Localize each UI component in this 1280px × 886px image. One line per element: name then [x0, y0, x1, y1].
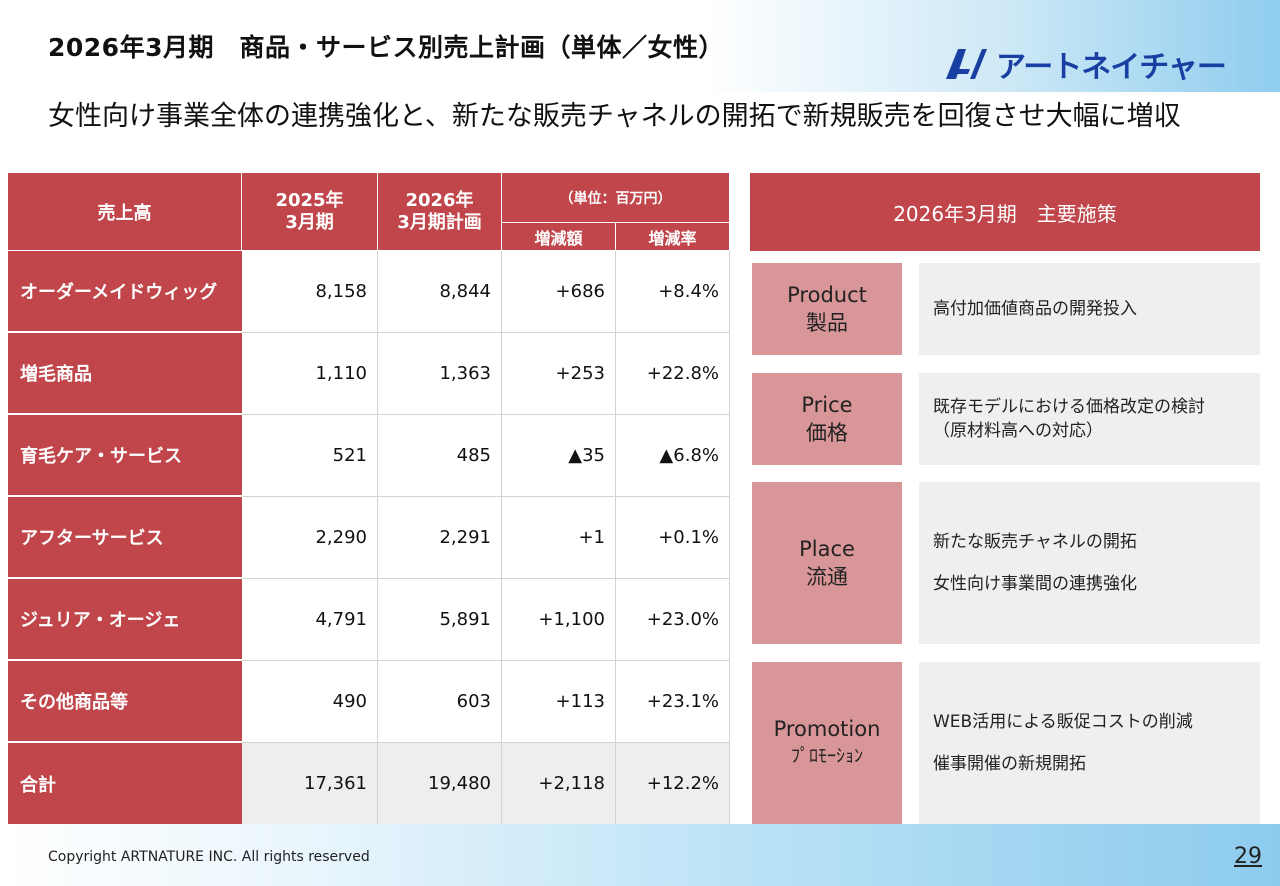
measure-line: 高付加価値商品の開発投入	[933, 299, 1137, 319]
measure-ja: 製品	[806, 311, 848, 335]
measure-ja: 価格	[806, 421, 848, 445]
cell-fy2025: 2,290	[242, 497, 378, 579]
page-title: 2026年3月期 商品・サービス別売上計画（単体／女性）	[48, 33, 724, 62]
cell-fy2026: 5,891	[378, 579, 502, 661]
measure-line: 既存モデルにおける価格改定の検討	[933, 397, 1205, 417]
header-change: 増減額	[502, 223, 616, 251]
header-rate: 増減率	[616, 223, 730, 251]
copyright-text: Copyright ARTNATURE INC. All rights rese…	[48, 849, 370, 865]
logo-wordmark: アートネイチャー	[996, 50, 1227, 85]
measure-en: Product	[787, 283, 867, 307]
measure-line: 女性向け事業間の連携強化	[933, 574, 1137, 594]
row-label: ジュリア・オージェ	[8, 579, 242, 661]
total-fy2026: 19,480	[378, 743, 502, 825]
cell-rate: +22.8%	[616, 333, 730, 415]
cell-rate: +23.1%	[616, 661, 730, 743]
cell-rate: +8.4%	[616, 251, 730, 333]
footer-band	[0, 824, 1280, 886]
measure-line: 催事開催の新規開拓	[933, 754, 1086, 774]
measure-place-label: Place 流通	[752, 482, 902, 644]
measure-promotion-label: Promotion ﾌﾟﾛﾓｰｼｮﾝ	[752, 662, 902, 824]
measure-product-label: Product 製品	[752, 263, 902, 355]
cell-fy2026: 8,844	[378, 251, 502, 333]
cell-fy2026: 2,291	[378, 497, 502, 579]
cell-change: +1,100	[502, 579, 616, 661]
measure-line: WEB活用による販促コストの削減	[933, 712, 1193, 732]
measure-product-desc: 高付加価値商品の開発投入	[919, 263, 1260, 355]
measures-title: 2026年3月期 主要施策	[750, 173, 1260, 251]
row-label: オーダーメイドウィッグ	[8, 251, 242, 333]
cell-change: +113	[502, 661, 616, 743]
cell-change: ▲35	[502, 415, 616, 497]
cell-rate: +23.0%	[616, 579, 730, 661]
measure-place-desc: 新たな販売チャネルの開拓 女性向け事業間の連携強化	[919, 482, 1260, 644]
measure-promotion-desc: WEB活用による販促コストの削減 催事開催の新規開拓	[919, 662, 1260, 824]
header-sales: 売上高	[8, 173, 242, 251]
logo-mark-icon	[946, 49, 987, 79]
header-fy2026-plan: 2026年 3月期計画	[378, 173, 502, 251]
measure-ja: ﾌﾟﾛﾓｰｼｮﾝ	[791, 746, 863, 767]
measure-line: 新たな販売チャネルの開拓	[933, 532, 1137, 552]
cell-change: +1	[502, 497, 616, 579]
cell-fy2026: 603	[378, 661, 502, 743]
slide-subtitle: 女性向け事業全体の連携強化と、新たな販売チャネルの開拓で新規販売を回復させ大幅に…	[48, 101, 1181, 132]
cell-rate: ▲6.8%	[616, 415, 730, 497]
header-fy2025: 2025年 3月期	[242, 173, 378, 251]
cell-rate: +0.1%	[616, 497, 730, 579]
total-row-label: 合計	[8, 743, 242, 825]
cell-fy2026: 485	[378, 415, 502, 497]
cell-fy2026: 1,363	[378, 333, 502, 415]
row-label: 増毛商品	[8, 333, 242, 415]
cell-fy2025: 521	[242, 415, 378, 497]
total-change: +2,118	[502, 743, 616, 825]
row-label: 育毛ケア・サービス	[8, 415, 242, 497]
measure-price-label: Price 価格	[752, 373, 902, 465]
cell-change: +686	[502, 251, 616, 333]
cell-change: +253	[502, 333, 616, 415]
header-band	[0, 0, 1280, 92]
cell-fy2025: 1,110	[242, 333, 378, 415]
cell-fy2025: 490	[242, 661, 378, 743]
company-logo: アートネイチャー	[944, 44, 1227, 85]
measure-en: Place	[799, 537, 855, 561]
measure-line: （原材料高への対応）	[933, 421, 1103, 441]
total-fy2025: 17,361	[242, 743, 378, 825]
page-number: 29	[1234, 844, 1262, 869]
cell-fy2025: 8,158	[242, 251, 378, 333]
measure-price-desc: 既存モデルにおける価格改定の検討 （原材料高への対応）	[919, 373, 1260, 465]
row-label: その他商品等	[8, 661, 242, 743]
measure-ja: 流通	[806, 565, 848, 589]
row-label: アフターサービス	[8, 497, 242, 579]
measure-en: Promotion	[773, 717, 881, 741]
total-rate: +12.2%	[616, 743, 730, 825]
measure-en: Price	[801, 393, 853, 417]
unit-label: （単位：百万円）	[502, 173, 730, 223]
cell-fy2025: 4,791	[242, 579, 378, 661]
